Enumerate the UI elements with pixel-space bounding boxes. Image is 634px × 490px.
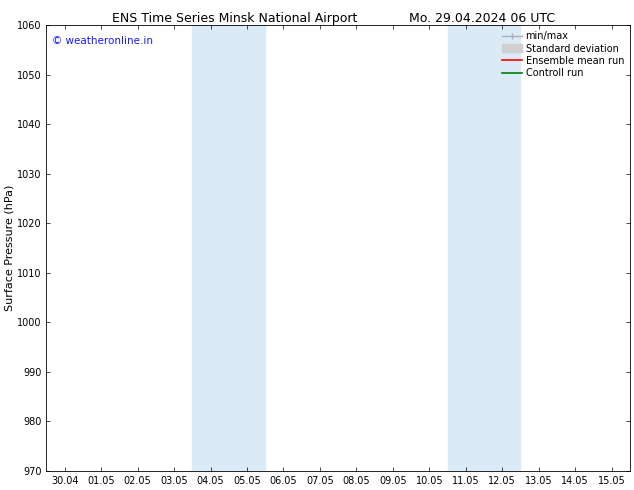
Legend: min/max, Standard deviation, Ensemble mean run, Controll run: min/max, Standard deviation, Ensemble me… <box>498 27 628 82</box>
Text: Mo. 29.04.2024 06 UTC: Mo. 29.04.2024 06 UTC <box>409 12 555 25</box>
Bar <box>192 25 265 471</box>
Text: ENS Time Series Minsk National Airport: ENS Time Series Minsk National Airport <box>112 12 358 25</box>
Text: © weatheronline.in: © weatheronline.in <box>52 36 153 47</box>
Bar <box>448 25 521 471</box>
Y-axis label: Surface Pressure (hPa): Surface Pressure (hPa) <box>4 185 14 311</box>
